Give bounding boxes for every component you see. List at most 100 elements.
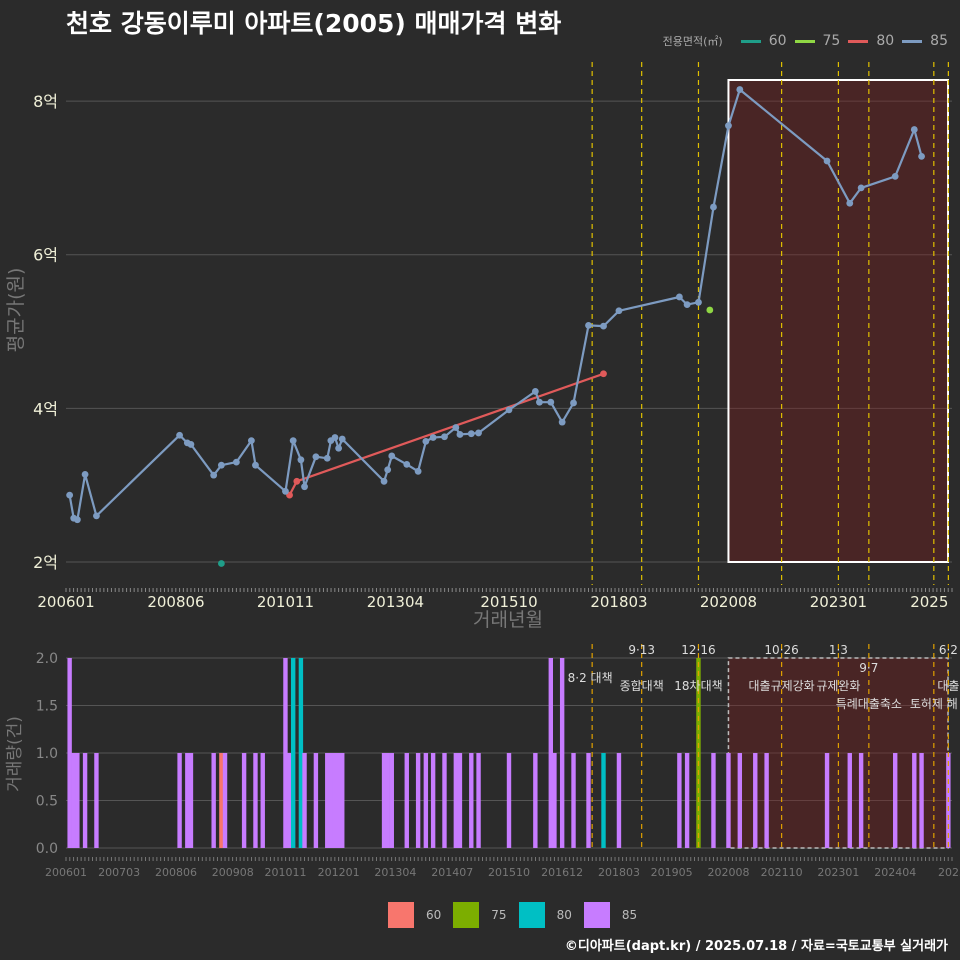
policy-annotation-date: 12·16 xyxy=(681,643,715,657)
data-point-85 xyxy=(403,461,411,468)
bottom-legend-swatch-80 xyxy=(518,902,545,928)
data-point-85 xyxy=(675,293,683,301)
data-point-85 xyxy=(441,433,448,441)
volume-bar-80 xyxy=(298,658,304,848)
data-point-85 xyxy=(301,483,308,491)
volume-bar-85 xyxy=(222,753,228,848)
bottom-legend-item-80: 80 xyxy=(518,902,572,928)
data-point-85 xyxy=(338,435,346,443)
bottom-legend-swatch-75 xyxy=(453,902,480,928)
highlight-region xyxy=(727,79,949,563)
volume-x-tick-label: 201803 xyxy=(598,866,640,879)
volume-bar-85 xyxy=(325,753,330,848)
price-x-axis-label: 거래년월 xyxy=(473,609,543,631)
volume-bar-85 xyxy=(912,753,917,848)
data-point-85 xyxy=(456,431,464,438)
volume-bar-85 xyxy=(389,753,394,848)
volume-y-tick-label: 1.5 xyxy=(36,699,58,715)
data-point-85 xyxy=(857,184,865,192)
policy-annotation-label: 8·2 대책 xyxy=(568,670,613,685)
legend-label-60: 60 xyxy=(768,33,787,49)
data-point-85 xyxy=(81,470,89,478)
volume-y-axis-label: 거래량(건) xyxy=(5,716,25,792)
data-point-85 xyxy=(695,298,702,306)
volume-x-tick-label: 202301 xyxy=(817,866,859,879)
policy-annotation-text: 규제완화 xyxy=(816,679,860,693)
data-point-85 xyxy=(505,406,513,414)
volume-bar-85 xyxy=(75,753,80,848)
policy-annotation-date: 10·26 xyxy=(764,643,798,657)
data-point-85 xyxy=(531,388,539,395)
volume-bar-60 xyxy=(219,753,224,848)
policy-annotation-text: 18차대책 xyxy=(674,678,722,693)
data-point-85 xyxy=(384,466,392,474)
policy-annotation-date: 9·7 xyxy=(859,661,878,675)
bottom-legend-label-80: 80 xyxy=(556,908,572,922)
legend-item-80: 80 xyxy=(848,33,894,49)
volume-bar-80 xyxy=(601,753,606,848)
volume-bar-85 xyxy=(586,753,591,848)
volume-x-tick-label: 202404 xyxy=(874,866,916,879)
policy-annotation-text: 대출규제강화 xyxy=(748,679,814,693)
volume-x-tick-label: 201011 xyxy=(264,866,306,879)
bottom-legend-item-75: 75 xyxy=(453,902,507,928)
volume-bar-85 xyxy=(858,753,864,848)
volume-bar-85 xyxy=(423,753,429,848)
top-legend: 전용면적(㎡) 60 75 80 85 xyxy=(663,30,948,52)
data-point-85 xyxy=(585,321,592,329)
volume-bar-85 xyxy=(753,753,758,848)
data-point-85 xyxy=(846,199,854,207)
data-point-85 xyxy=(388,452,396,460)
volume-bar-85 xyxy=(94,753,99,848)
volume-x-tick-label: 201201 xyxy=(318,866,360,879)
volume-bar-85 xyxy=(457,753,463,848)
legend-line-85 xyxy=(902,39,923,43)
volume-bar-85 xyxy=(847,753,852,848)
volume-bar-85 xyxy=(711,753,716,848)
volume-x-minor-ticks xyxy=(65,857,953,861)
legend-label-75: 75 xyxy=(822,33,841,49)
data-point-85 xyxy=(422,437,430,445)
price-x-tick-label: 2025 xyxy=(910,593,948,611)
price-x-tick-label: 201510 xyxy=(480,593,537,611)
legend-item-75: 75 xyxy=(794,33,841,49)
volume-x-tick-label: 200703 xyxy=(98,866,140,879)
volume-bar-85 xyxy=(893,753,898,848)
volume-bar-85 xyxy=(684,753,690,848)
price-x-tick-label: 202008 xyxy=(700,593,757,611)
volume-bar-80 xyxy=(290,658,296,848)
data-point-85 xyxy=(176,431,183,439)
legend-line-60 xyxy=(740,39,761,43)
volume-bar-85 xyxy=(442,753,447,848)
price-x-tick-label: 200601 xyxy=(37,593,94,611)
volume-x-tick-label: 202110 xyxy=(761,866,803,879)
volume-y-tick-label: 2.0 xyxy=(36,651,58,667)
price-y-axis-label: 평균가(원) xyxy=(5,268,27,353)
data-point-85 xyxy=(725,122,732,130)
data-point-85 xyxy=(187,441,195,448)
price-x-tick-label: 200806 xyxy=(147,593,204,611)
volume-y-tick-label: 1.0 xyxy=(36,746,58,762)
volume-bar-85 xyxy=(476,753,481,848)
price-y-tick-label: 8억 xyxy=(33,92,58,111)
policy-annotation-text: 토허제 해 xyxy=(910,697,958,711)
policy-annotation-date: 1·3 xyxy=(829,643,848,657)
price-y-tick-label: 6억 xyxy=(33,246,58,265)
data-point-85 xyxy=(323,454,331,462)
price-y-tick-label: 4억 xyxy=(33,399,58,418)
price-y-tick-label: 2억 xyxy=(33,553,58,572)
data-point-85 xyxy=(891,172,899,180)
volume-bar-85 xyxy=(453,753,459,848)
data-point-75 xyxy=(706,306,714,314)
volume-x-tick-label: 200806 xyxy=(155,866,197,879)
data-point-85 xyxy=(73,516,81,524)
volume-bar-85 xyxy=(548,658,554,848)
data-point-85 xyxy=(600,322,607,330)
price-x-tick-label: 201011 xyxy=(257,593,314,611)
volume-x-tick-label: 201510 xyxy=(488,866,530,879)
data-point-85 xyxy=(312,453,320,461)
data-point-85 xyxy=(289,437,297,444)
legend-item-85: 85 xyxy=(902,33,948,49)
volume-bar-85 xyxy=(71,753,76,848)
